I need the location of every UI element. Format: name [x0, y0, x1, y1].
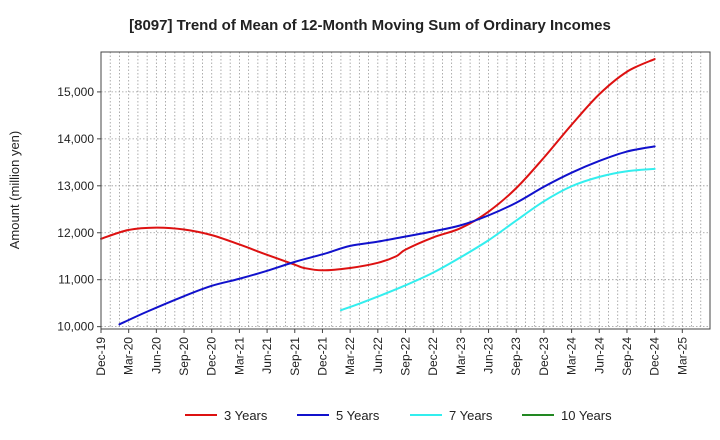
x-tick-label: Dec-23	[537, 337, 551, 376]
legend: 3 Years 5 Years 7 Years 10 Years	[185, 408, 612, 423]
y-tick-label: 12,000	[57, 226, 94, 240]
legend-label: 5 Years	[336, 408, 380, 423]
x-tick-label: Jun-23	[482, 337, 496, 374]
x-tick-label: Dec-22	[426, 337, 440, 376]
y-axis-ticks: 10,000 11,000 12,000 13,000 14,000 15,000	[57, 85, 101, 334]
legend-label: 7 Years	[449, 408, 493, 423]
x-tick-label: Dec-19	[94, 337, 108, 376]
y-axis-label: Amount (million yen)	[7, 131, 22, 250]
series-line-3-years	[100, 58, 656, 272]
x-tick-label: Mar-24	[565, 337, 579, 375]
x-tick-label: Mar-20	[122, 337, 136, 375]
y-tick-label: 11,000	[58, 273, 94, 287]
x-tick-label: Mar-25	[675, 337, 689, 375]
x-tick-label: Sep-21	[288, 337, 302, 376]
x-tick-label: Sep-24	[620, 337, 634, 376]
chart-title: [8097] Trend of Mean of 12-Month Moving …	[129, 17, 611, 34]
y-tick-label: 13,000	[57, 179, 94, 193]
x-tick-label: Mar-22	[343, 337, 357, 375]
x-tick-label: Mar-23	[454, 337, 468, 375]
series-line-7-years	[339, 167, 656, 312]
y-tick-label: 14,000	[57, 132, 94, 146]
grid	[101, 52, 710, 329]
x-tick-label: Sep-20	[177, 337, 191, 376]
x-tick-label: Jun-20	[149, 337, 163, 374]
x-tick-label: Jun-24	[592, 337, 606, 374]
x-tick-label: Dec-24	[648, 337, 662, 376]
legend-label: 10 Years	[561, 408, 612, 423]
x-tick-label: Sep-23	[509, 337, 523, 376]
y-tick-label: 10,000	[57, 320, 94, 334]
x-tick-label: Dec-20	[205, 337, 219, 376]
x-tick-label: Sep-22	[399, 337, 413, 376]
x-tick-label: Dec-21	[315, 337, 329, 376]
legend-label: 3 Years	[224, 408, 268, 423]
x-tick-label: Jun-21	[260, 337, 274, 374]
series-layer	[100, 58, 656, 326]
series-line-5-years	[118, 145, 656, 326]
x-axis-ticks: Dec-19 Mar-20 Jun-20 Sep-20 Dec-20 Mar-21 Jun-…	[94, 329, 689, 376]
x-tick-label: Jun-22	[371, 337, 385, 374]
y-tick-label: 15,000	[57, 85, 94, 99]
x-tick-label: Mar-21	[232, 337, 246, 375]
